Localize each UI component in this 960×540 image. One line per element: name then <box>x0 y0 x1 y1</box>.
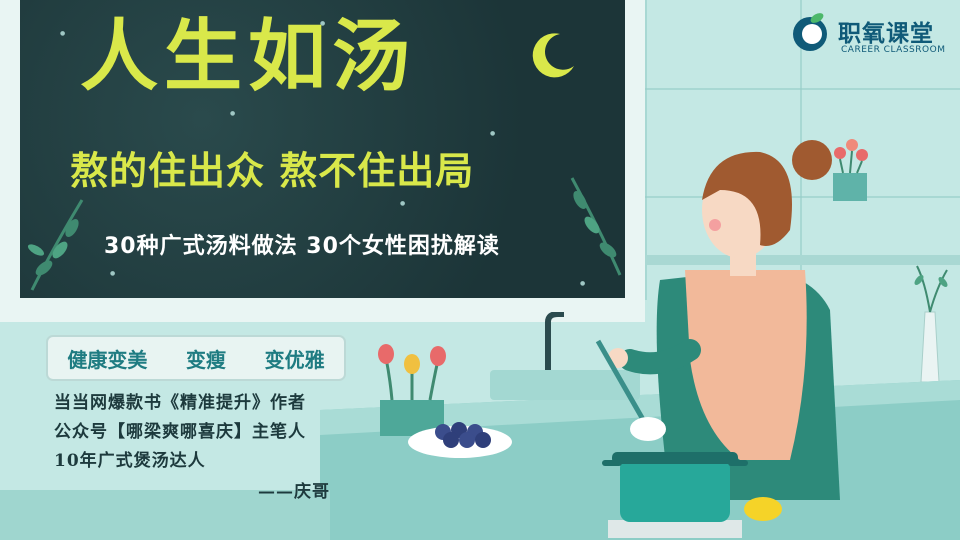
flower-pot-icon <box>833 139 868 201</box>
author-signature: ——庆哥 <box>258 482 330 502</box>
benefit-elegant: 变优雅 <box>264 347 325 372</box>
logo-subtitle: CAREER CLASSROOM <box>841 45 946 55</box>
leaf-branch-icon <box>27 199 84 291</box>
benefit-slim: 变瘦 <box>185 347 226 372</box>
star-decoration: ● <box>60 30 66 37</box>
lemon-icon <box>744 497 782 521</box>
chalkboard: ● ● ● ● ● ● ● <box>20 0 625 298</box>
star-decoration: ● <box>110 270 116 277</box>
ladle-icon <box>595 339 666 441</box>
author-line: 10年广式煲汤达人 <box>54 451 206 471</box>
benefit-healthy: 健康变美 <box>67 347 148 372</box>
author-line: 当当网爆款书《精准提升》作者 <box>54 393 306 413</box>
blueberry-plate-icon <box>408 422 512 458</box>
author-line: 公众号【哪梁爽哪喜庆】主笔人 <box>54 422 306 442</box>
wall-tile-line <box>645 88 960 90</box>
wall-tile-line <box>645 0 647 300</box>
star-decoration: ● <box>580 280 586 287</box>
woman-cooking-illustration <box>608 140 840 500</box>
banner-subtitle: 熬的住出众 熬不住出局 <box>70 149 475 193</box>
star-decoration: ● <box>400 200 406 207</box>
star-decoration: ● <box>490 130 496 137</box>
leaf-branch-icon <box>570 177 622 276</box>
benefits-pill: 健康变美 变瘦 变优雅 <box>46 335 346 381</box>
banner-title: 人生如汤 <box>80 12 417 102</box>
moon-icon <box>532 33 574 78</box>
wall-tile-line <box>645 196 960 198</box>
star-decoration: ● <box>230 110 236 117</box>
career-classroom-logo-icon <box>793 13 827 51</box>
logo-name: 职氧课堂 <box>838 21 934 47</box>
vase-icon <box>914 265 948 383</box>
wall-shelf <box>640 255 960 265</box>
star-decoration: ● <box>320 20 326 27</box>
soup-pot-icon <box>602 452 748 538</box>
banner-tagline: 30种广式汤料做法 30个女性困扰解读 <box>104 234 500 259</box>
